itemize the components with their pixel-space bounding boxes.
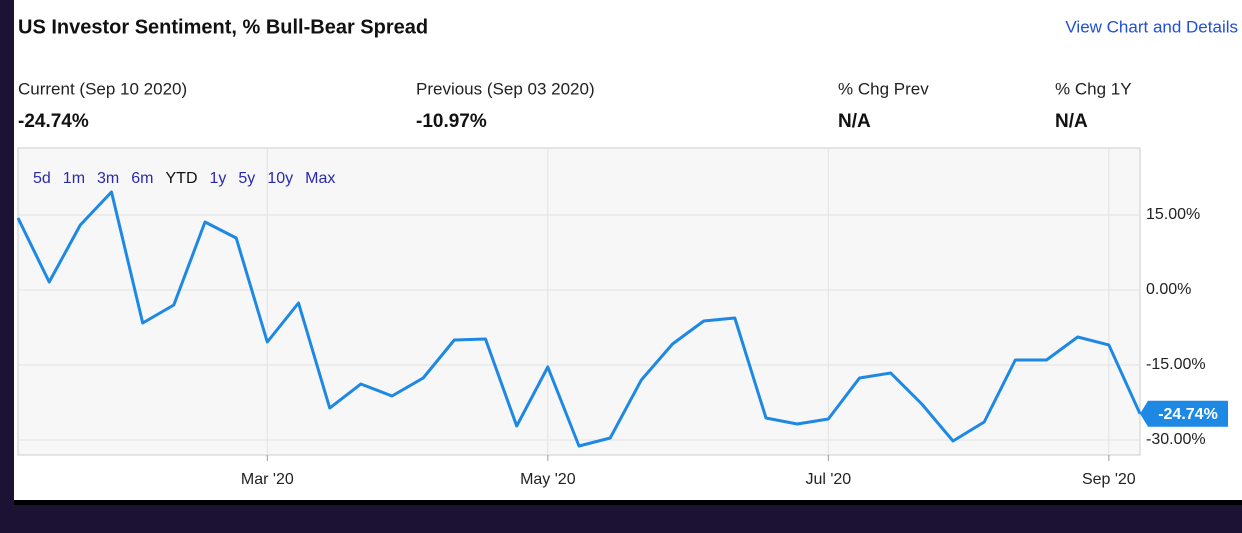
y-tick-label: -30.00% (1146, 431, 1206, 448)
x-tick-label: Mar '20 (241, 471, 294, 488)
stat-value: N/A (838, 111, 871, 132)
plot-area (17, 147, 1141, 456)
stat-label: Previous (Sep 03 2020) (416, 79, 595, 98)
sentiment-line (16, 190, 1142, 448)
stat-label: % Chg Prev (838, 79, 929, 98)
stat-value: N/A (1055, 111, 1088, 132)
y-tick-label: 15.00% (1146, 206, 1200, 223)
current-label: -24.74% (1158, 406, 1218, 423)
y-tick-label: -15.00% (1146, 356, 1206, 373)
range-button[interactable]: 6m (131, 170, 153, 187)
details-link[interactable]: View Chart and Details (1065, 17, 1238, 36)
x-tick-label: Jul '20 (805, 471, 851, 488)
range-button[interactable]: 5d (33, 170, 51, 187)
range-button[interactable]: YTD (166, 170, 198, 187)
stat-label: % Chg 1Y (1055, 79, 1132, 98)
stat-label: Current (Sep 10 2020) (18, 79, 187, 98)
bottom-rule (14, 500, 1242, 505)
current-callout (1140, 400, 1228, 427)
stat-value: -24.74% (18, 111, 89, 132)
x-tick-label: May '20 (520, 471, 576, 488)
stat-value: -10.97% (416, 111, 487, 132)
title: US Investor Sentiment, % Bull-Bear Sprea… (18, 16, 428, 38)
range-button[interactable]: 1m (63, 170, 85, 187)
y-tick-label: 0.00% (1146, 281, 1191, 298)
range-button[interactable]: 1y (210, 170, 227, 187)
range-button[interactable]: 10y (267, 170, 293, 187)
range-button[interactable]: 3m (97, 170, 119, 187)
x-tick-label: Sep '20 (1082, 471, 1136, 488)
range-button[interactable]: 5y (238, 170, 255, 187)
range-button[interactable]: Max (305, 170, 335, 187)
